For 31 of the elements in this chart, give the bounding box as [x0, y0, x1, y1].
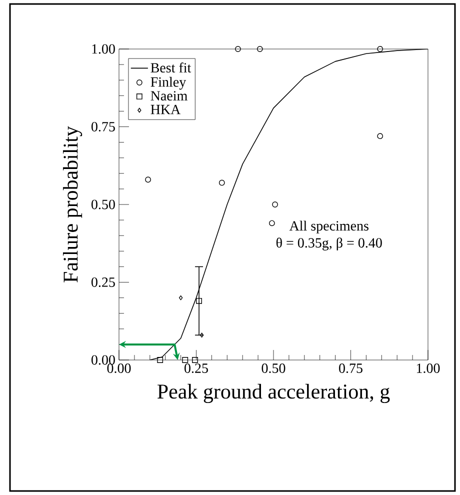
point: [145, 176, 151, 183]
point: [218, 180, 225, 186]
y-tick-label: 1.00: [92, 44, 115, 54]
point: [377, 133, 384, 140]
legend-label: HKA: [150, 104, 181, 114]
y-tick-label: 0.50: [91, 200, 115, 210]
y-tick-label: 0.00: [91, 355, 115, 365]
y-axis-title: Failure probability: [62, 126, 82, 282]
x-tick-label: 0.50: [262, 364, 286, 374]
x-tick-label: 0.75: [339, 364, 362, 374]
x-tick-label: 0.00: [107, 364, 131, 374]
point: [178, 295, 183, 300]
point: [157, 357, 164, 363]
point: [377, 46, 384, 52]
point: [269, 220, 275, 226]
point: [196, 298, 202, 304]
legend-label: Naeim: [150, 91, 188, 101]
annotation: All specimens: [289, 220, 368, 234]
x-tick-label: 0.25: [184, 364, 208, 374]
annotation: θ = 0.35g, β = 0.40: [276, 238, 382, 250]
x-axis-title: Peak ground acceleration, g: [157, 384, 390, 404]
point: [235, 46, 241, 52]
legend-label: Finley: [150, 76, 186, 90]
point: [256, 46, 263, 52]
point: [192, 357, 198, 363]
y-tick-label: 0.25: [91, 277, 115, 288]
point: [272, 202, 278, 208]
legend-label: Best fit: [150, 62, 192, 73]
point: [182, 357, 188, 363]
y-tick-label: 0.75: [91, 122, 115, 132]
x-tick-label: 1.00: [416, 364, 440, 374]
